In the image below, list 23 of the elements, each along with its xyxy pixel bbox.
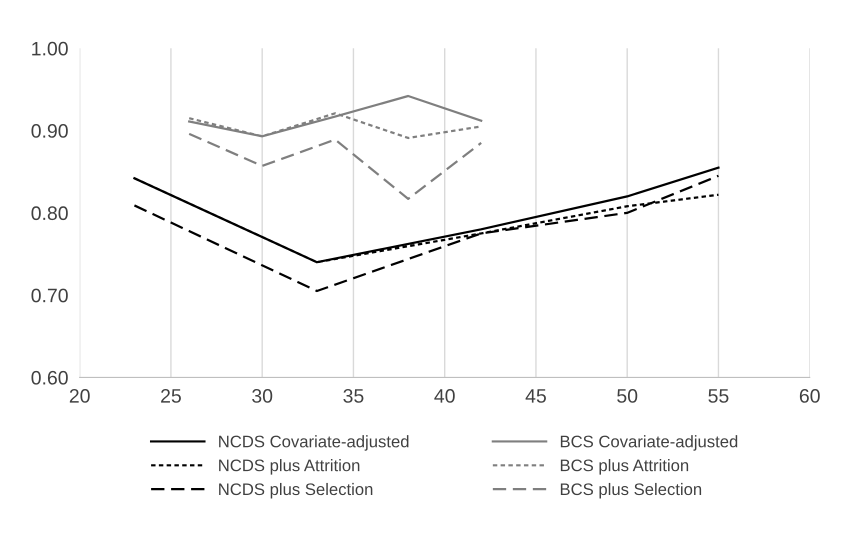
x-tick-label: 40 <box>434 389 455 403</box>
x-tick-label: 60 <box>800 389 820 403</box>
legend-label: BCS plus Attrition <box>560 459 688 475</box>
legend-label: BCS plus Selection <box>560 482 702 498</box>
y-tick-label: 0.70 <box>31 288 68 302</box>
x-tick-label: 55 <box>708 389 728 403</box>
x-tick-label: 30 <box>252 389 272 403</box>
legend-label: NCDS plus Selection <box>219 482 372 498</box>
x-tick-label: 45 <box>526 389 546 403</box>
legend-label: NCDS plus Attrition <box>219 459 360 475</box>
legend-label: NCDS Covariate-adjusted <box>219 435 408 451</box>
x-tick-label: 50 <box>617 389 638 403</box>
y-tick-label: 0.80 <box>31 206 68 220</box>
line-series <box>188 132 482 200</box>
x-tick-label: 25 <box>161 389 181 403</box>
y-tick-label: 0.60 <box>31 370 68 385</box>
y-tick-label: 0.90 <box>31 124 68 138</box>
line-series <box>133 174 720 292</box>
x-tick-label: 20 <box>70 389 90 403</box>
x-tick-label: 35 <box>343 389 364 403</box>
line-series <box>188 94 482 138</box>
y-tick-label: 1.00 <box>32 42 68 56</box>
legend-label: BCS Covariate-adjusted <box>560 435 738 451</box>
